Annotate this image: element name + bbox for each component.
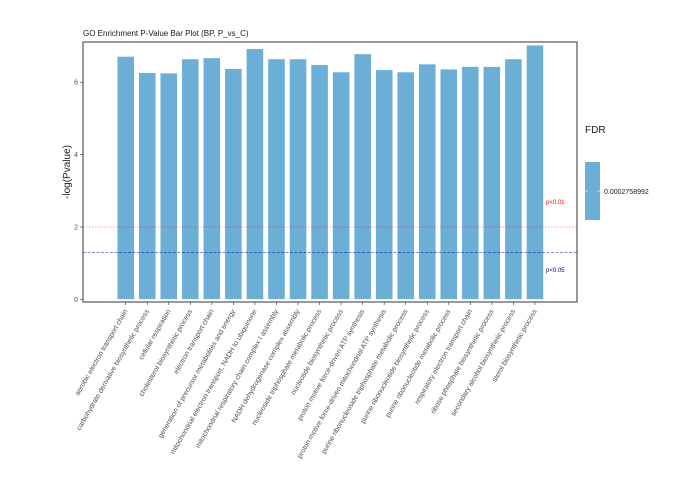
y-axis: 0 2 4 6 [74,80,83,304]
bar-2 [138,72,156,300]
bar-8 [267,58,286,300]
x-tick-label: sterol biosynthetic process [491,308,539,383]
bar-1 [116,56,135,300]
x-tick-label: mitochondrial respiratory chain complex … [195,308,281,449]
bar-7 [246,48,264,300]
legend-title: FDR [585,125,606,136]
bar-6 [224,68,243,300]
bar-20 [526,45,544,300]
bar-11 [332,71,350,300]
p001-annotation: p<0.01 [546,200,565,206]
bar-12 [353,53,372,300]
bar-4 [181,58,200,300]
y-tick-label: 4 [74,152,78,159]
p005-annotation: p<0.05 [546,268,565,274]
bar-16 [440,68,458,300]
bar-19 [504,58,523,300]
bar-15 [418,63,436,300]
bar-9 [289,58,307,300]
y-tick-label: 6 [74,80,78,87]
bars-group [116,45,544,300]
x-axis: aerobic electron transport chaincarbohyd… [74,302,539,460]
legend-label: 0.0002758992 [604,189,649,196]
chart-title: GO Enrichment P-Value Bar Plot (BP, P_vs… [83,29,249,38]
legend: FDR 0.0002758992 [585,125,649,220]
bar-18 [483,66,501,300]
bar-3 [160,72,178,300]
x-tick-label: electron transport chain [173,308,216,375]
legend-color-bar [585,162,600,220]
bar-17 [461,66,480,300]
bar-14 [397,71,415,300]
bar-5 [203,57,221,300]
y-tick-label: 2 [74,225,78,232]
y-axis-title: -log(Pvalue) [62,145,73,199]
bar-13 [375,69,393,300]
panel-border [82,41,578,303]
bar-10 [310,64,329,300]
reference-lines [83,226,577,253]
y-tick-label: 0 [74,297,78,304]
